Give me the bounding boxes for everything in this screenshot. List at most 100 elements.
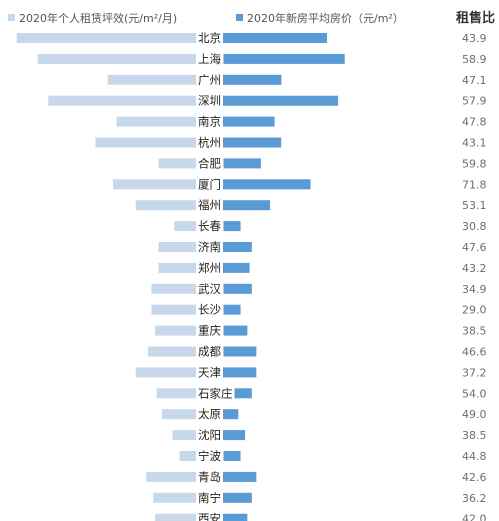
city-label: 石家庄: [198, 386, 233, 400]
city-label: 深圳: [198, 94, 221, 108]
rent-bar: [135, 367, 218, 378]
city-label: 长春: [198, 219, 221, 233]
price-bar: [218, 137, 282, 148]
city-label: 北京: [198, 31, 221, 45]
city-label: 成都: [198, 345, 221, 359]
city-label: 重庆: [198, 324, 221, 338]
rent-bar: [153, 492, 218, 503]
rent-bar: [156, 388, 218, 399]
price-bar: [218, 74, 282, 85]
city-label-plate: [196, 260, 223, 275]
price-bar: [218, 116, 275, 127]
ratio-value: 47.1: [462, 74, 487, 87]
city-label-plate: [196, 365, 223, 380]
city-label: 合肥: [198, 156, 221, 170]
city-label: 杭州: [198, 136, 221, 150]
city-label-plate: [196, 156, 224, 171]
city-label-plate: [196, 135, 223, 150]
ratio-value: 37.2: [462, 366, 487, 379]
rent-bar: [155, 325, 218, 336]
ratio-value: 36.2: [462, 492, 487, 505]
city-label: 南京: [198, 115, 221, 129]
rent-bar: [158, 242, 218, 252]
city-label-plate: [196, 386, 235, 401]
price-bar: [218, 262, 250, 273]
rent-bar: [146, 471, 218, 482]
price-bar: [218, 95, 339, 106]
rent-bar: [48, 95, 218, 106]
price-bar: [218, 179, 311, 190]
rent-bar: [107, 74, 218, 85]
ratio-value: 30.8: [462, 220, 487, 233]
legend-swatch-rent: [8, 14, 15, 21]
city-label-plate: [196, 449, 224, 463]
ratio-value: 47.6: [462, 241, 487, 254]
city-label: 长沙: [198, 303, 221, 317]
rent-bar: [37, 53, 218, 64]
price-bar: [218, 471, 257, 482]
price-bar: [218, 283, 252, 294]
ratio-value: 29.0: [462, 304, 487, 317]
city-label: 西安: [198, 512, 221, 521]
price-bar: [218, 492, 252, 503]
city-label: 广州: [198, 73, 221, 87]
rent-bar: [158, 158, 218, 169]
price-bar: [218, 325, 248, 336]
ratio-value: 57.9: [462, 95, 487, 108]
city-label: 济南: [198, 240, 221, 254]
rent-bar: [158, 262, 218, 273]
city-label: 武汉: [198, 282, 221, 296]
city-label-plate: [196, 240, 223, 254]
legend-label-rent: 2020年个人租赁坪效(元/m²/月): [19, 11, 177, 25]
price-bar: [218, 304, 241, 315]
city-label-plate: [196, 31, 223, 45]
price-bar: [218, 33, 328, 43]
rent-bar: [148, 346, 218, 357]
city-label: 上海: [198, 52, 221, 66]
rent-bar: [135, 200, 218, 211]
ratio-value: 53.1: [462, 199, 487, 212]
city-label-plate: [196, 114, 223, 129]
legend-swatch-price: [236, 14, 243, 21]
city-label-plate: [196, 323, 224, 338]
ratio-value: 44.8: [462, 450, 487, 463]
city-label-plate: [196, 72, 223, 87]
rent-bar: [162, 409, 218, 420]
city-label: 太原: [198, 407, 221, 421]
ratio-value: 43.2: [462, 262, 487, 275]
ratio-value: 42.6: [462, 471, 487, 484]
ratio-value: 49.0: [462, 408, 487, 421]
price-bar: [218, 53, 345, 64]
city-label: 南宁: [198, 491, 221, 505]
ratio-value: 43.1: [462, 137, 487, 150]
city-label-plate: [196, 177, 223, 192]
city-label-plate: [196, 51, 224, 66]
city-label-plate: [196, 93, 223, 108]
price-bar: [218, 388, 252, 399]
city-label: 沈阳: [198, 428, 221, 442]
rent-bar: [151, 304, 218, 315]
price-bar: [218, 158, 261, 169]
city-label-plate: [196, 407, 223, 422]
ratio-value: 54.0: [462, 387, 487, 400]
price-bar: [218, 346, 257, 357]
legend: 2020年个人租赁坪效(元/m²/月) 2020年新房平均房价（元/m²）: [8, 11, 404, 25]
city-label-plate: [196, 428, 223, 443]
price-bar: [218, 430, 246, 441]
rent-bar: [155, 513, 218, 521]
city-label-plate: [196, 302, 224, 317]
city-label: 青岛: [198, 470, 221, 484]
price-bar: [218, 513, 248, 521]
ratio-header: 租售比: [456, 10, 495, 26]
ratio-value: 46.6: [462, 346, 487, 359]
ratio-value: 38.5: [462, 325, 487, 338]
bars: 北京 43.9 上海 58.9 广州 47.1 深圳 57.9 南京 47.8 杭州 43.1 合肥 59…: [16, 31, 487, 521]
legend-label-price: 2020年新房平均房价（元/m²）: [247, 11, 404, 25]
ratio-value: 42.0: [462, 513, 487, 521]
ratio-value: 58.9: [462, 53, 487, 66]
ratio-value: 47.8: [462, 116, 487, 129]
city-label-plate: [196, 198, 223, 213]
price-bar: [218, 367, 257, 378]
ratio-value: 43.9: [462, 32, 487, 45]
